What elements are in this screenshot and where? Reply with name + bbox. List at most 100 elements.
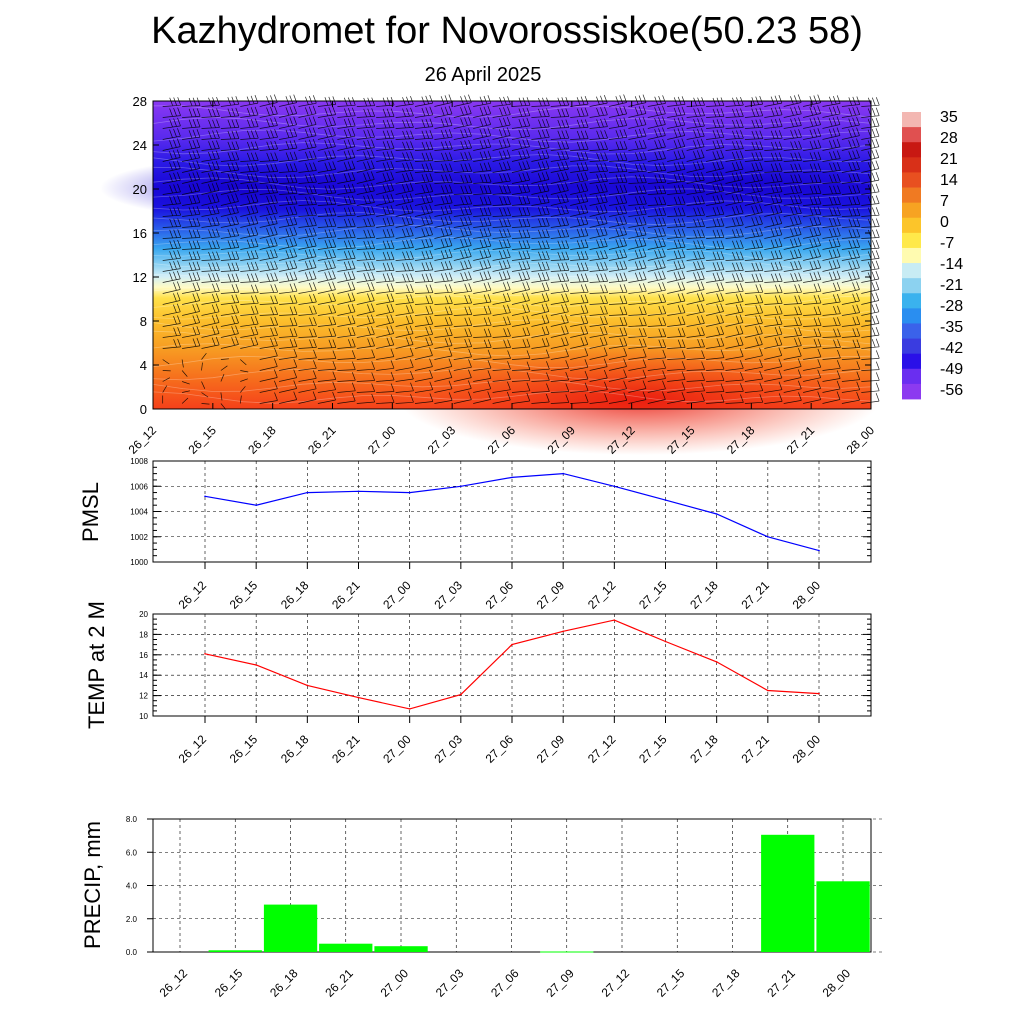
wind-barb [317, 106, 337, 118]
wind-barb [822, 127, 841, 140]
wind-barb [647, 305, 667, 316]
wind-barb [861, 338, 880, 349]
wind-barb [337, 338, 356, 349]
wind-barb [395, 370, 414, 382]
wind-barb [240, 284, 259, 294]
wind-barb [725, 303, 744, 316]
wind-barb [240, 152, 259, 162]
x-tick-label: 26_12 [157, 966, 191, 1000]
wind-barb [822, 217, 841, 228]
wind-barb [725, 251, 744, 261]
wind-barb [376, 283, 395, 294]
wind-barb [414, 315, 434, 327]
wind-barb [201, 325, 220, 338]
wind-barb [182, 251, 201, 261]
wind-barb [861, 218, 880, 228]
wind-barb [240, 193, 259, 206]
wind-barb [667, 371, 686, 382]
wind-barb [434, 337, 453, 349]
wind-barb [841, 218, 861, 228]
wind-barb [744, 239, 764, 250]
wind-barb [473, 349, 492, 360]
wind-barb [511, 281, 530, 294]
wind-barb [201, 314, 220, 327]
wind-barb [279, 248, 298, 261]
x-tick-label: 26_21 [329, 732, 363, 766]
wind-barb [182, 97, 201, 107]
wind-barb [473, 127, 492, 140]
colorbar-label: -42 [940, 340, 963, 357]
wind-barb [317, 249, 337, 261]
wind-barb [492, 316, 511, 327]
wind-barb [783, 94, 802, 107]
wind-barb [764, 326, 783, 338]
wind-barb [201, 403, 210, 405]
wind-barb [511, 160, 530, 173]
wind-barb [764, 393, 783, 404]
wind-barb [608, 140, 628, 151]
wind-barb [240, 378, 248, 382]
wind-barb [803, 237, 821, 250]
wind-barb [764, 141, 783, 151]
x-tick-label: 26_18 [267, 966, 301, 1000]
wind-barb [414, 106, 434, 118]
colorbar-label: -21 [940, 277, 963, 294]
wind-barb [376, 130, 395, 140]
wind-barb [453, 151, 473, 162]
wind-barb [453, 391, 472, 404]
wind-barb [628, 338, 647, 349]
wind-barb [764, 358, 783, 371]
wind-barb [822, 95, 841, 107]
wind-barb [822, 248, 841, 261]
wind-barb [861, 350, 880, 360]
wind-barb [298, 270, 317, 283]
wind-barb [298, 196, 317, 206]
wind-barb [279, 237, 298, 250]
wind-barb [647, 185, 667, 195]
wind-barb [783, 358, 802, 371]
wind-barb [589, 326, 608, 338]
wind-barb [182, 118, 201, 129]
wind-barb [686, 292, 705, 305]
wind-barb [317, 207, 337, 217]
wind-barb [414, 250, 434, 261]
wind-barb [201, 272, 220, 283]
wind-barb [162, 250, 181, 261]
wind-barb [550, 205, 569, 217]
wind-barb [414, 326, 434, 338]
wind-barb [395, 193, 414, 206]
wind-barb [492, 281, 511, 294]
wind-barb [511, 149, 530, 162]
x-tick-label: 26_15 [227, 578, 261, 612]
wind-barb [356, 194, 375, 206]
wind-barb [608, 248, 628, 261]
wind-barb [259, 337, 278, 349]
wind-barb [608, 117, 628, 129]
wind-barb [550, 119, 570, 129]
wind-barb [803, 328, 822, 338]
wind-barb [744, 161, 764, 173]
wind-barb [570, 294, 589, 305]
wind-barb [628, 294, 647, 305]
wind-barb [201, 130, 220, 140]
wind-barb [240, 106, 259, 118]
wind-barb [473, 380, 492, 393]
wind-barb [647, 270, 666, 283]
y-tick-label: 8.0 [126, 815, 138, 824]
wind-barb [783, 284, 802, 294]
wind-barb [686, 229, 705, 239]
wind-barb [686, 281, 705, 294]
wind-barb [414, 347, 433, 360]
wind-barb [589, 284, 608, 294]
wind-barb [803, 94, 822, 107]
wind-barb [667, 381, 686, 393]
wind-barb [667, 281, 686, 294]
wind-barb [182, 129, 201, 140]
wind-barb [376, 205, 395, 217]
wind-barb [686, 303, 705, 316]
wind-barb [337, 260, 356, 272]
wind-barb [395, 284, 414, 294]
x-tick-label: 26_15 [227, 732, 261, 766]
wind-barb [803, 216, 822, 228]
wind-barb [298, 391, 317, 404]
